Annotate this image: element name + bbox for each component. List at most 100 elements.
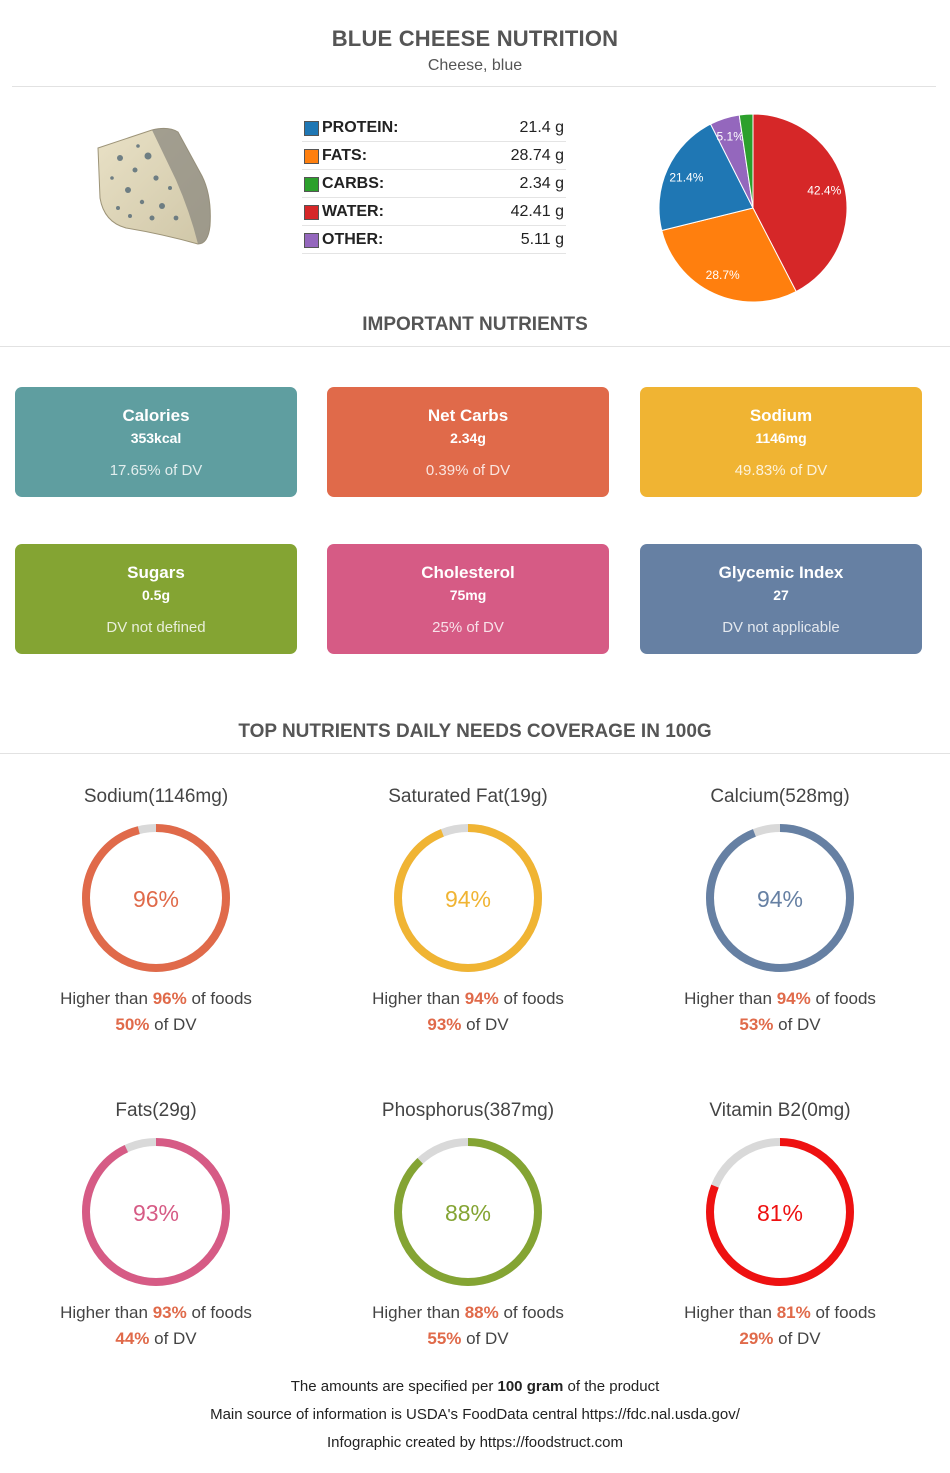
coverage-item: Phosphorus(387mg) 88% Higher than 88% of f… bbox=[313, 1098, 623, 1352]
important-divider bbox=[0, 346, 950, 347]
donut-progress-arc bbox=[394, 824, 542, 972]
footer-amount-bold: 100 gram bbox=[497, 1378, 564, 1395]
higher-than-line: Higher than 96% of foods bbox=[1, 986, 311, 1012]
higher-than-percent: 94% bbox=[776, 989, 811, 1008]
coverage-item: Sodium(1146mg) 96% Higher than 96% of food… bbox=[1, 784, 311, 1038]
footer-amount-prefix: The amounts are specified per bbox=[290, 1378, 498, 1395]
higher-than-suffix: of foods bbox=[810, 989, 876, 1008]
water-swatch bbox=[304, 205, 319, 220]
card-name: Net Carbs bbox=[427, 406, 509, 425]
coverage-item: Vitamin B2(0mg) 81% Higher than 81% of foo… bbox=[625, 1098, 935, 1352]
card-value: 353kcal bbox=[130, 430, 182, 446]
higher-than-percent: 93% bbox=[152, 1303, 187, 1322]
page-title: BLUE CHEESE NUTRITION bbox=[331, 26, 619, 51]
higher-than-prefix: Higher than bbox=[684, 989, 777, 1008]
footer-amount-suffix: of the product bbox=[563, 1378, 660, 1395]
card-value: 75mg bbox=[449, 587, 487, 603]
coverage-nutrient-name: Calcium(528mg) bbox=[710, 786, 850, 807]
higher-than-suffix: of foods bbox=[186, 1303, 252, 1322]
card-value: 2.34g bbox=[450, 430, 486, 446]
higher-than-suffix: of foods bbox=[498, 989, 564, 1008]
dv-suffix: of DV bbox=[149, 1329, 197, 1348]
card-name: Sodium bbox=[749, 406, 813, 425]
higher-than-line: Higher than 94% of foods bbox=[625, 986, 935, 1012]
dv-suffix: of DV bbox=[461, 1329, 509, 1348]
coverage-item: Fats(29g) 93% Higher than 93% of foods 44% … bbox=[1, 1098, 311, 1352]
card-sodium: Sodium 1146mg 49.83% of DV bbox=[640, 387, 922, 497]
card-name: Calories bbox=[122, 406, 190, 425]
macro-row-water: WATER: 42.41 g bbox=[302, 198, 566, 226]
coverage-donut: 94% bbox=[394, 824, 542, 972]
macro-row-protein: PROTEIN: 21.4 g bbox=[302, 114, 566, 142]
footer-credit: Infographic created by https://foodstruc… bbox=[327, 1434, 623, 1451]
footer-amount-note: The amounts are specified per 100 gram o… bbox=[0, 1378, 950, 1395]
higher-than-line: Higher than 94% of foods bbox=[313, 986, 623, 1012]
card-dv: DV not applicable bbox=[722, 619, 840, 636]
donut-progress-arc bbox=[82, 824, 230, 972]
macro-label: OTHER: bbox=[322, 231, 384, 248]
card-net-carbs: Net Carbs 2.34g 0.39% of DV bbox=[327, 387, 609, 497]
pie-label-protein: 21.4% bbox=[669, 170, 703, 184]
donut-center-label: 94% bbox=[445, 886, 491, 912]
pie-slice-water bbox=[752, 113, 848, 293]
card-cholesterol: Cholesterol 75mg 25% of DV bbox=[327, 544, 609, 654]
higher-than-percent: 96% bbox=[152, 989, 187, 1008]
higher-than-line: Higher than 88% of foods bbox=[313, 1300, 623, 1326]
card-dv: 0.39% of DV bbox=[425, 462, 511, 479]
coverage-title: TOP NUTRIENTS DAILY NEEDS COVERAGE IN 10… bbox=[238, 721, 712, 742]
higher-than-prefix: Higher than bbox=[684, 1303, 777, 1322]
dv-line: 53% of DV bbox=[625, 1012, 935, 1038]
macro-value: 5.11 g bbox=[520, 231, 564, 248]
header-divider bbox=[12, 86, 936, 87]
card-value: 1146mg bbox=[755, 430, 807, 446]
pie-label-fats: 28.7% bbox=[706, 268, 740, 282]
dv-percent: 55% bbox=[427, 1329, 462, 1348]
macro-label: WATER: bbox=[322, 203, 384, 220]
pie-label-water: 42.4% bbox=[807, 184, 841, 198]
protein-swatch bbox=[304, 121, 319, 136]
coverage-item: Calcium(528mg) 94% Higher than 94% of food… bbox=[625, 784, 935, 1038]
coverage-nutrient-name: Saturated Fat(19g) bbox=[388, 786, 548, 807]
carbs-swatch bbox=[304, 177, 319, 192]
dv-percent: 50% bbox=[115, 1015, 150, 1034]
macro-label: PROTEIN: bbox=[322, 119, 399, 136]
dv-line: 93% of DV bbox=[313, 1012, 623, 1038]
coverage-donut: 94% bbox=[706, 824, 854, 972]
higher-than-suffix: of foods bbox=[498, 1303, 564, 1322]
card-dv: DV not defined bbox=[106, 619, 206, 636]
coverage-donut: 81% bbox=[706, 1138, 854, 1286]
macro-value: 21.4 g bbox=[519, 119, 564, 136]
macro-row-carbs: CARBS: 2.34 g bbox=[302, 170, 566, 198]
donut-center-label: 88% bbox=[445, 1200, 491, 1226]
dv-percent: 29% bbox=[739, 1329, 774, 1348]
macro-row-other: OTHER: 5.11 g bbox=[302, 226, 566, 254]
footer-source: Main source of information is USDA's Foo… bbox=[210, 1406, 740, 1423]
donut-center-label: 81% bbox=[757, 1200, 803, 1226]
dv-percent: 93% bbox=[427, 1015, 462, 1034]
macro-value: 42.41 g bbox=[510, 203, 564, 220]
coverage-item: Saturated Fat(19g) 94% Higher than 94% of … bbox=[313, 784, 623, 1038]
donut-center-label: 94% bbox=[757, 886, 803, 912]
card-calories: Calories 353kcal 17.65% of DV bbox=[15, 387, 297, 497]
coverage-nutrient-name: Sodium(1146mg) bbox=[83, 786, 229, 807]
higher-than-line: Higher than 93% of foods bbox=[1, 1300, 311, 1326]
donut-progress-arc bbox=[394, 1138, 542, 1286]
macro-value: 2.34 g bbox=[519, 175, 564, 192]
card-name: Sugars bbox=[127, 563, 185, 582]
card-dv: 25% of DV bbox=[432, 619, 504, 636]
dv-line: 44% of DV bbox=[1, 1326, 311, 1352]
higher-than-line: Higher than 81% of foods bbox=[625, 1300, 935, 1326]
higher-than-percent: 88% bbox=[464, 1303, 499, 1322]
higher-than-suffix: of foods bbox=[186, 989, 252, 1008]
dv-suffix: of DV bbox=[773, 1015, 821, 1034]
coverage-nutrient-name: Vitamin B2(0mg) bbox=[709, 1100, 851, 1121]
dv-line: 29% of DV bbox=[625, 1326, 935, 1352]
coverage-donut: 93% bbox=[82, 1138, 230, 1286]
macro-value: 28.74 g bbox=[510, 147, 564, 164]
card-dv: 49.83% of DV bbox=[734, 462, 828, 479]
higher-than-prefix: Higher than bbox=[372, 989, 465, 1008]
higher-than-percent: 81% bbox=[776, 1303, 811, 1322]
higher-than-suffix: of foods bbox=[810, 1303, 876, 1322]
coverage-nutrient-name: Phosphorus(387mg) bbox=[381, 1100, 555, 1121]
pie-slice-fats bbox=[661, 207, 797, 303]
